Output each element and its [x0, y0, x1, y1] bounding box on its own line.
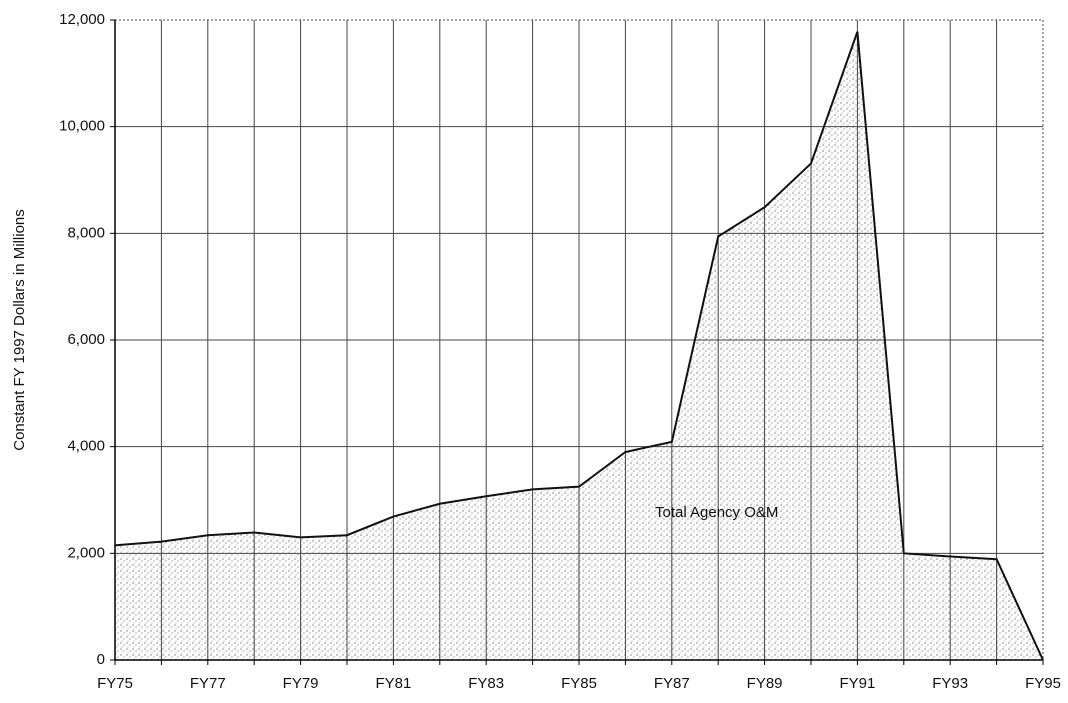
y-tick-label: 4,000: [67, 438, 105, 455]
x-tick-label: FY79: [283, 675, 319, 692]
x-tick-label: FY95: [1025, 675, 1061, 692]
x-tick-label: FY83: [468, 675, 504, 692]
y-tick-label: 12,000: [59, 11, 105, 28]
x-tick-label: FY77: [190, 675, 226, 692]
y-tick-label: 0: [97, 651, 105, 668]
y-tick-label: 10,000: [59, 118, 105, 135]
x-tick-label: FY93: [932, 675, 968, 692]
x-tick-label: FY75: [97, 675, 133, 692]
area-line: [114, 31, 1044, 661]
x-tick-label: FY91: [839, 675, 875, 692]
y-tick-label: 6,000: [67, 331, 105, 348]
x-tick-label: FY89: [747, 675, 783, 692]
x-tick-label: FY87: [654, 675, 690, 692]
y-axis-label: Constant FY 1997 Dollars in Millions: [11, 209, 28, 451]
annotation: Total Agency O&M: [655, 504, 778, 521]
y-tick-label: 2,000: [67, 544, 105, 561]
y-tick-label: 8,000: [67, 224, 105, 241]
x-tick-label: FY85: [561, 675, 597, 692]
x-tick-label: FY81: [375, 675, 411, 692]
